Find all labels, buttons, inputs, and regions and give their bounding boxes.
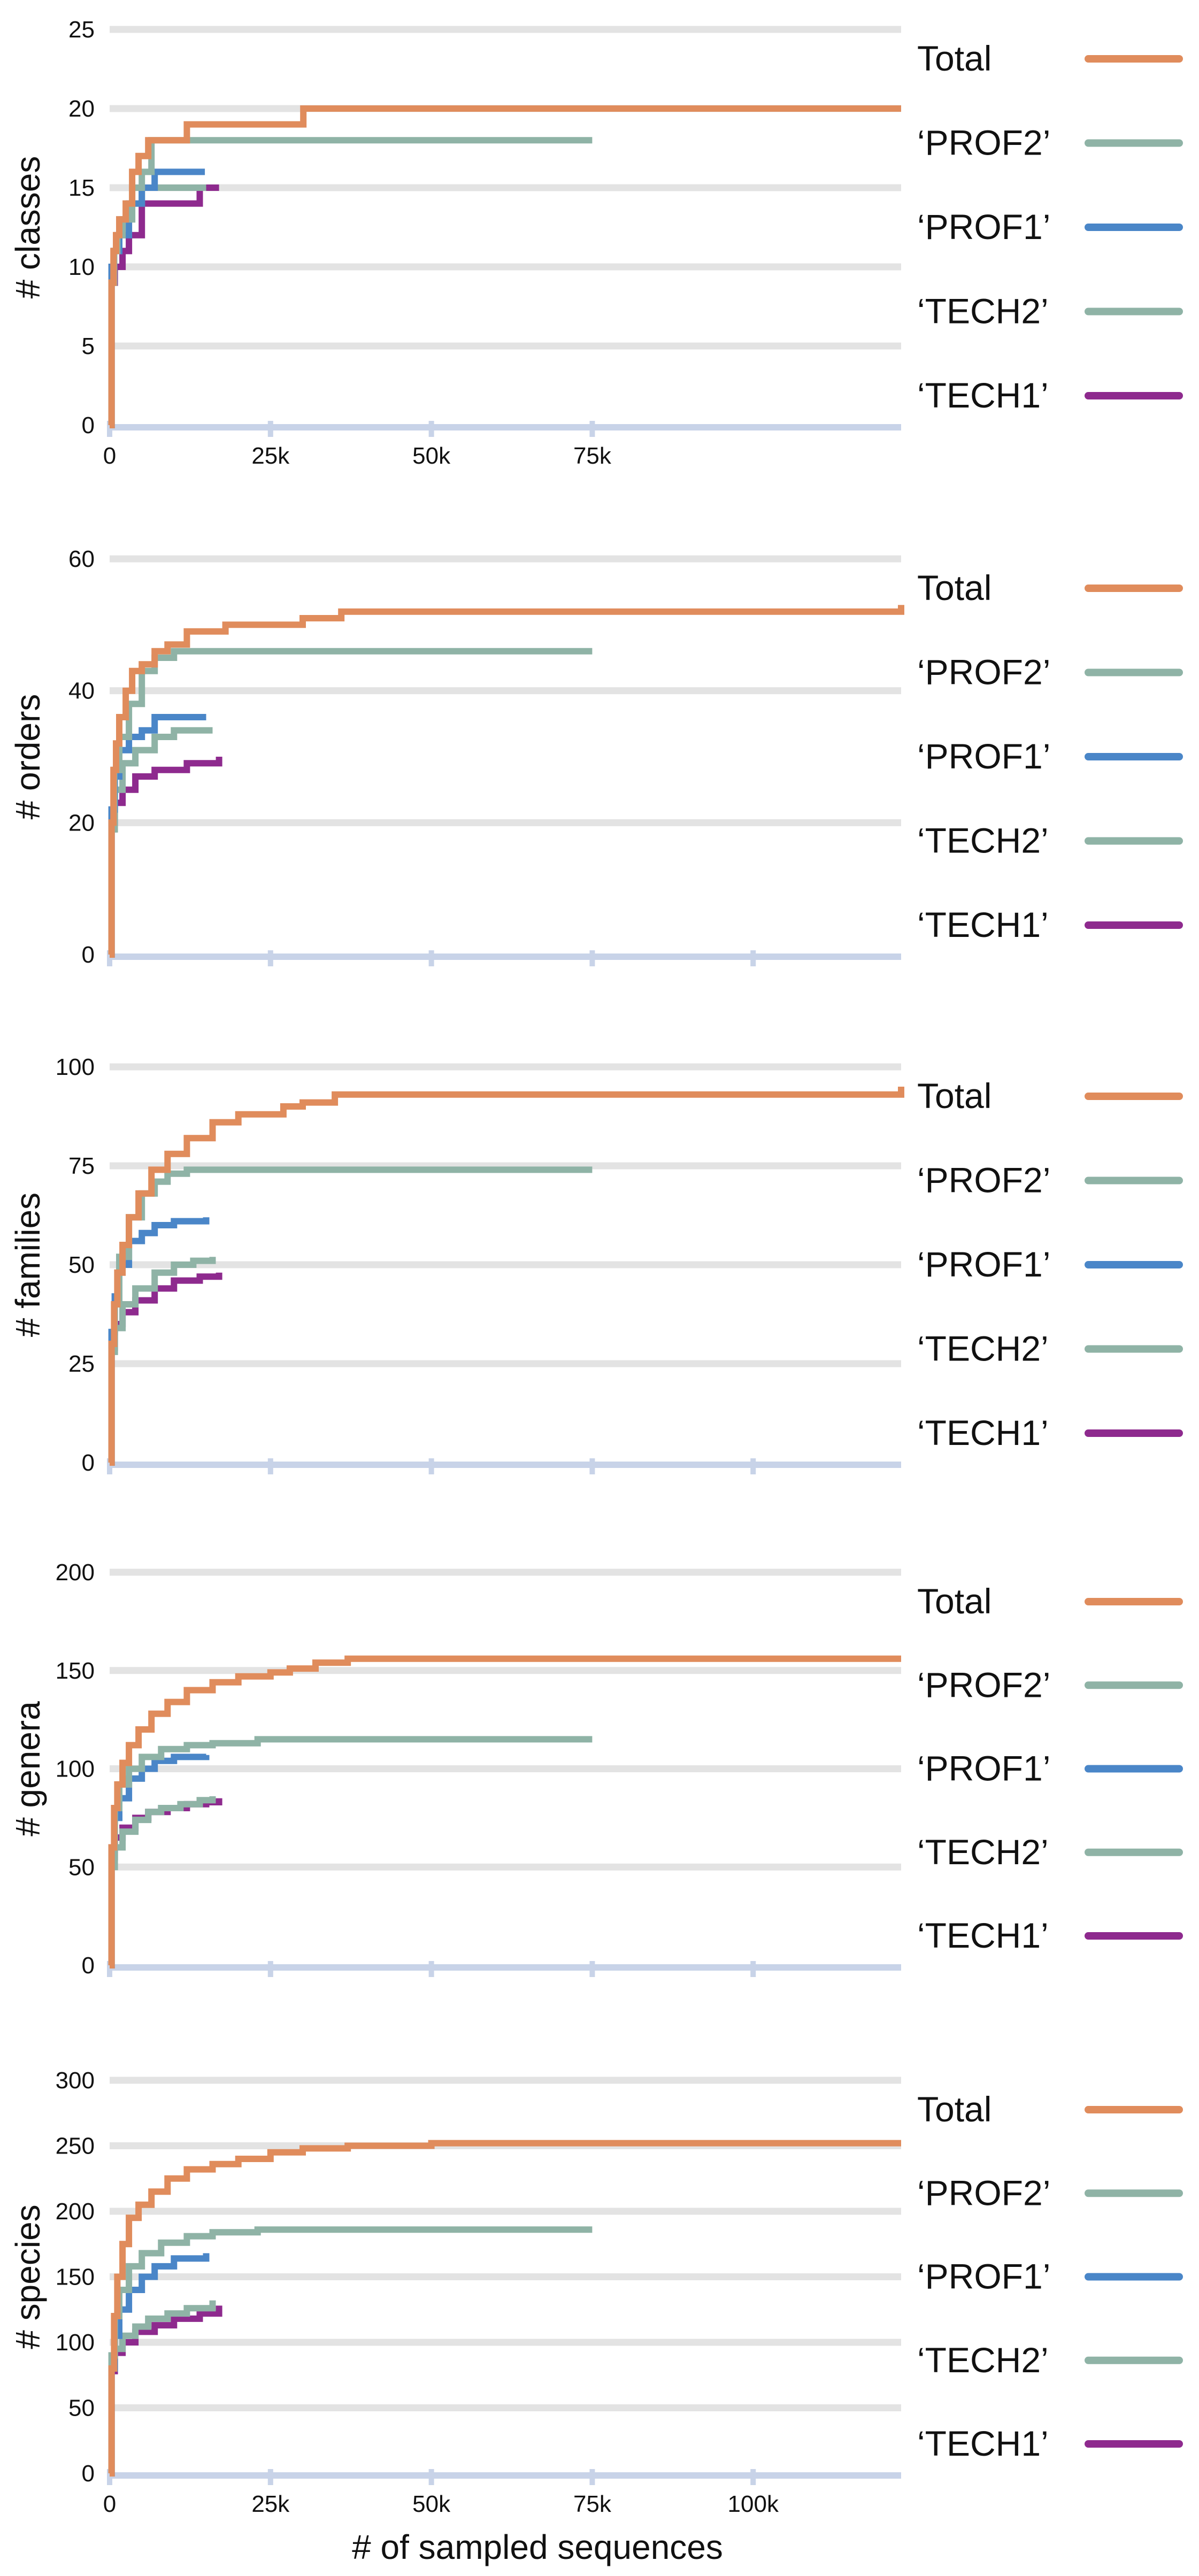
series-line-total bbox=[108, 1655, 901, 1968]
y-tick-label: 0 bbox=[82, 1952, 95, 1979]
y-tick-label: 200 bbox=[56, 2198, 95, 2225]
x-axis-label: # of sampled sequences bbox=[352, 2528, 723, 2566]
y-tick-label: 5 bbox=[82, 333, 95, 359]
y-tick-label: 100 bbox=[56, 1054, 95, 1080]
y-tick-label: 25 bbox=[68, 17, 95, 43]
y-axis-label: # species bbox=[9, 2204, 47, 2349]
series-line-prof2 bbox=[108, 1166, 593, 1466]
y-tick-label: 150 bbox=[56, 2264, 95, 2290]
y-tick-label: 60 bbox=[68, 546, 95, 572]
legend-label-tech1: ‘TECH1’ bbox=[917, 905, 1049, 944]
legend-label-total: Total bbox=[917, 568, 992, 608]
y-axis-label: # genera bbox=[9, 1701, 47, 1836]
x-tick-label: 25k bbox=[251, 2491, 290, 2517]
y-tick-label: 50 bbox=[68, 1854, 95, 1880]
series-line-prof2 bbox=[108, 1736, 593, 1968]
y-tick-label: 50 bbox=[68, 1252, 95, 1278]
chart-panel-1: 0 5 10 15 20 25 0 25k 50k 75k # classes Total ‘PROF2… bbox=[9, 17, 1183, 469]
series-line-prof2 bbox=[108, 137, 593, 428]
legend-label-prof2: ‘PROF2’ bbox=[917, 1160, 1050, 1200]
series-line-total bbox=[108, 2140, 901, 2477]
y-axis-label: # orders bbox=[9, 694, 47, 820]
series-line-prof1 bbox=[108, 714, 206, 958]
series-line-tech1 bbox=[108, 2305, 222, 2477]
series-line-prof2 bbox=[108, 2226, 593, 2477]
y-tick-label: 0 bbox=[82, 942, 95, 968]
chart-panel-2: 0 20 40 60 # orders Total ‘PROF2’ ‘PROF1’ ‘TECH2… bbox=[9, 546, 1183, 968]
x-tick-label: 50k bbox=[412, 2491, 451, 2517]
legend-label-tech1: ‘TECH1’ bbox=[917, 375, 1049, 415]
x-tick-label: 100k bbox=[728, 2491, 779, 2517]
y-tick-label: 50 bbox=[68, 2395, 95, 2421]
y-tick-label: 40 bbox=[68, 678, 95, 704]
legend-label-prof1: ‘PROF1’ bbox=[917, 736, 1050, 776]
series-line-tech1 bbox=[108, 757, 222, 958]
y-tick-label: 20 bbox=[68, 810, 95, 836]
chart-panel-4: 0 50 100 150 200 # genera Total ‘PROF2’ ‘PROF1’ ‘… bbox=[9, 1559, 1183, 1979]
y-tick-label: 100 bbox=[56, 2329, 95, 2356]
x-tick-label: 75k bbox=[573, 2491, 612, 2517]
y-tick-label: 15 bbox=[68, 175, 95, 201]
y-tick-label: 20 bbox=[68, 96, 95, 122]
series-line-prof1 bbox=[108, 2253, 210, 2477]
legend-label-total: Total bbox=[917, 39, 992, 78]
legend-label-tech1: ‘TECH1’ bbox=[917, 2424, 1049, 2463]
legend-label-prof2: ‘PROF2’ bbox=[917, 123, 1050, 163]
x-tick-label: 50k bbox=[412, 443, 451, 469]
legend-label-prof2: ‘PROF2’ bbox=[917, 1665, 1050, 1704]
legend-label-tech2: ‘TECH2’ bbox=[917, 821, 1049, 860]
series-line-total bbox=[108, 1087, 904, 1466]
y-tick-label: 75 bbox=[68, 1153, 95, 1179]
legend-label-prof1: ‘PROF1’ bbox=[917, 1244, 1050, 1284]
legend-label-total: Total bbox=[917, 1076, 992, 1116]
y-tick-label: 250 bbox=[56, 2133, 95, 2159]
x-tick-label: 0 bbox=[103, 2491, 116, 2517]
x-tick-label: 75k bbox=[573, 443, 612, 469]
x-tick-label: 0 bbox=[103, 443, 116, 469]
legend-label-prof1: ‘PROF1’ bbox=[917, 2257, 1050, 2296]
legend-label-prof1: ‘PROF1’ bbox=[917, 1749, 1050, 1788]
series-line-tech2 bbox=[108, 1796, 216, 1968]
legend-label-tech2: ‘TECH2’ bbox=[917, 291, 1049, 331]
legend-label-tech2: ‘TECH2’ bbox=[917, 1832, 1049, 1872]
legend-label-tech2: ‘TECH2’ bbox=[917, 1329, 1049, 1368]
legend-label-tech2: ‘TECH2’ bbox=[917, 2340, 1049, 2380]
legend-label-tech1: ‘TECH1’ bbox=[917, 1916, 1049, 1955]
y-tick-label: 150 bbox=[56, 1658, 95, 1684]
chart-panel-5: 0 50 100 150 200 250 300 0 25k 50k 75k 100k # specie… bbox=[9, 2067, 1183, 2566]
legend-label-total: Total bbox=[917, 2089, 992, 2129]
legend-label-total: Total bbox=[917, 1581, 992, 1621]
y-tick-label: 0 bbox=[82, 2460, 95, 2487]
series-line-tech1 bbox=[108, 1798, 222, 1968]
series-line-total bbox=[108, 605, 904, 958]
legend-label-prof2: ‘PROF2’ bbox=[917, 652, 1050, 692]
chart-panel-3: 0 25 50 75 100 # families Total ‘PROF2’ ‘PROF1’ ‘… bbox=[9, 1054, 1183, 1476]
y-tick-label: 10 bbox=[68, 254, 95, 280]
y-tick-label: 0 bbox=[82, 412, 95, 439]
series-line-total bbox=[108, 105, 901, 428]
legend-label-prof1: ‘PROF1’ bbox=[917, 207, 1050, 247]
y-tick-label: 300 bbox=[56, 2067, 95, 2094]
legend-label-prof2: ‘PROF2’ bbox=[917, 2173, 1050, 2212]
y-tick-label: 100 bbox=[56, 1756, 95, 1782]
x-tick-label: 25k bbox=[251, 443, 290, 469]
series-line-prof2 bbox=[108, 648, 593, 958]
y-tick-label: 0 bbox=[82, 1450, 95, 1476]
y-axis-label: # families bbox=[9, 1193, 47, 1337]
y-tick-label: 200 bbox=[56, 1559, 95, 1586]
y-axis-label: # classes bbox=[9, 156, 47, 299]
legend-label-tech1: ‘TECH1’ bbox=[917, 1413, 1049, 1452]
y-tick-label: 25 bbox=[68, 1351, 95, 1377]
